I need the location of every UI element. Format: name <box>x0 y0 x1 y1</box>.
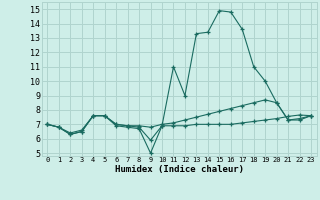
X-axis label: Humidex (Indice chaleur): Humidex (Indice chaleur) <box>115 165 244 174</box>
